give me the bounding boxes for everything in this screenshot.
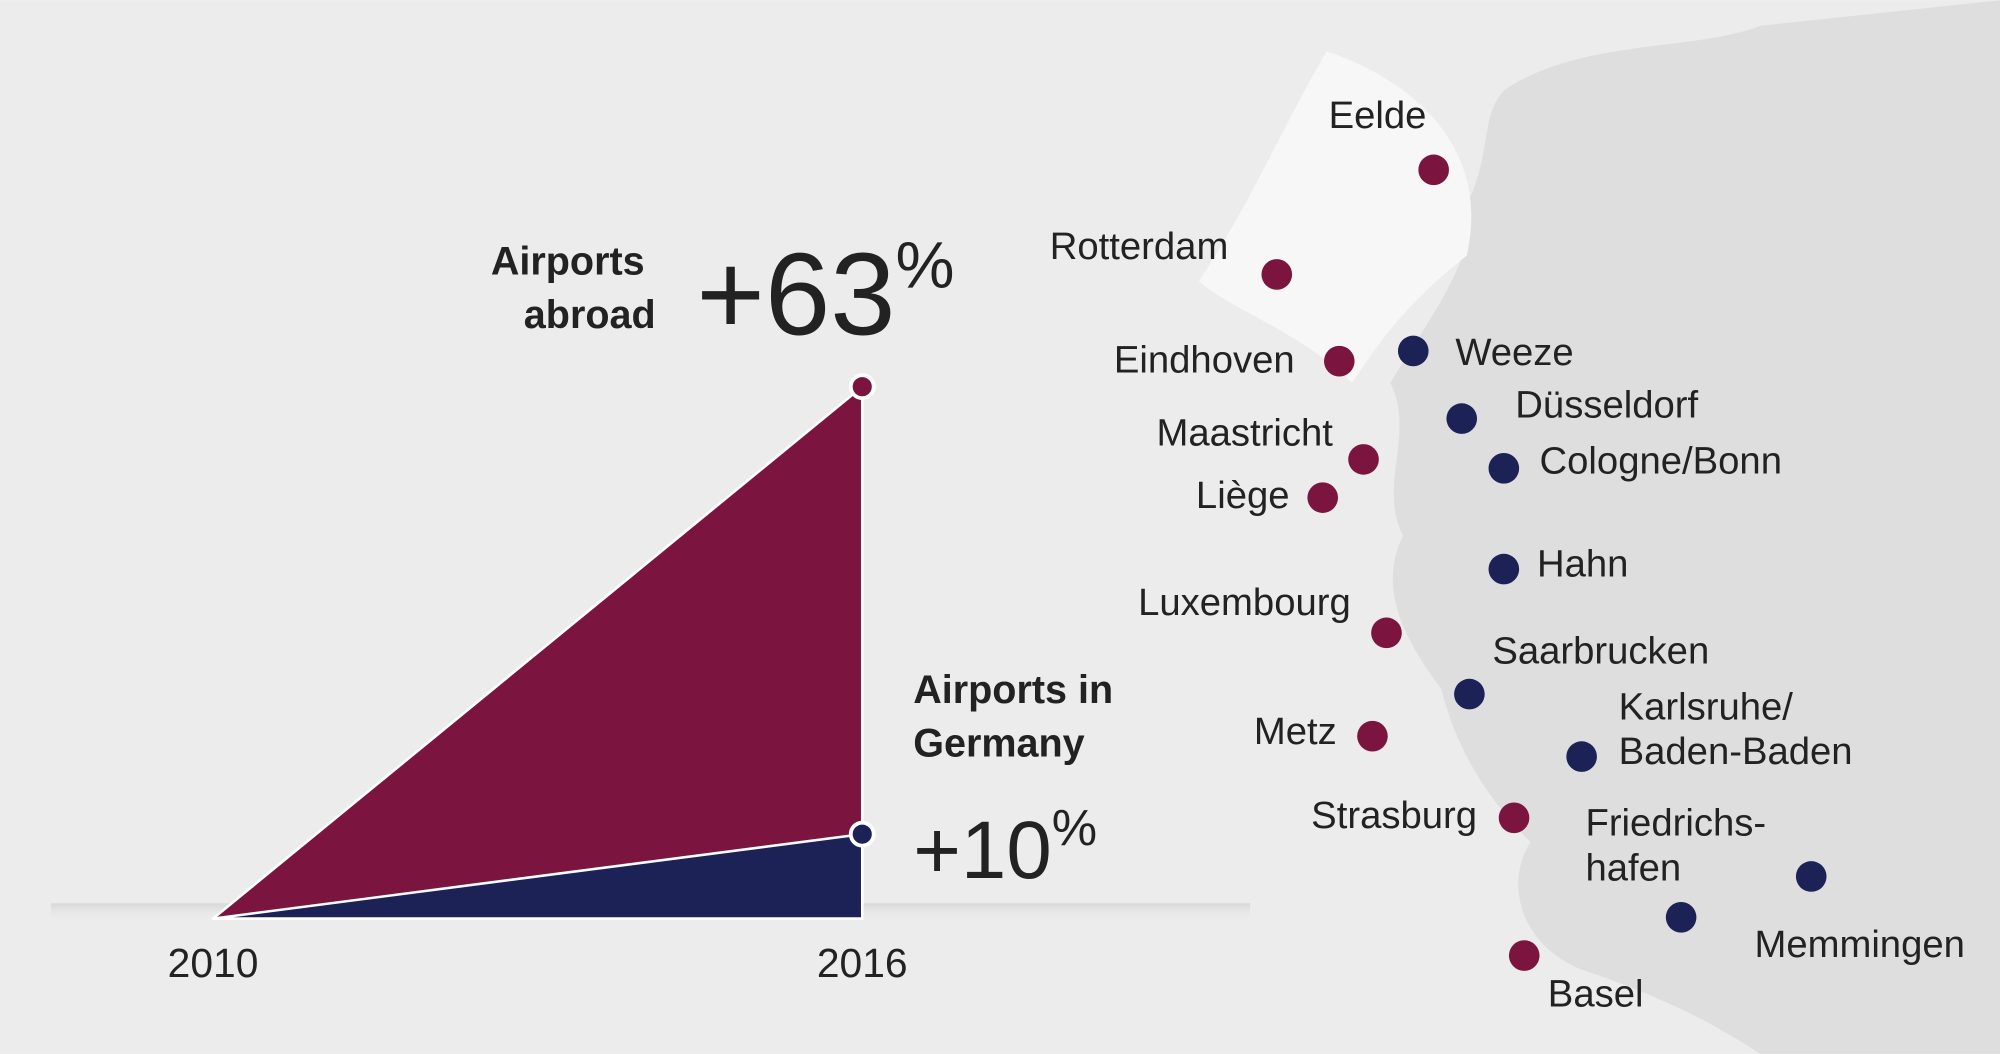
airport-dot — [1488, 553, 1520, 585]
airport-name-line: hafen — [1585, 846, 1681, 889]
airport-label: Strasburg — [1311, 794, 1477, 837]
airport-label: Metz — [1254, 710, 1337, 753]
map-netherlands — [1198, 51, 1472, 383]
airport-label: Saarbrucken — [1492, 629, 1709, 672]
airport-name-line: Friedrichs- — [1585, 802, 1766, 845]
value-label: +10% — [913, 799, 1097, 896]
airport-dot — [1665, 902, 1697, 933]
airport-label: Hahn — [1537, 543, 1628, 586]
end-point — [848, 820, 876, 848]
airport-name-line: Eelde — [1329, 94, 1427, 137]
x-tick-label: 2010 — [168, 940, 259, 986]
airport-name-line: Düsseldorf — [1515, 383, 1698, 426]
airport-name-line: Saarbrucken — [1492, 629, 1709, 672]
airport-name-line: Liège — [1196, 474, 1290, 517]
airport-label: Friedrichs-hafen — [1585, 802, 1766, 890]
airport-label: Eindhoven — [1114, 339, 1295, 382]
map-land — [1390, 0, 2000, 1054]
airport-name-line: Weeze — [1455, 331, 1573, 374]
airport-dot — [1371, 617, 1402, 649]
airport-dot — [1323, 345, 1355, 377]
area — [211, 832, 864, 920]
end-point — [848, 373, 876, 401]
airport-dot — [1348, 444, 1379, 475]
chart: 2010 2016 Airports abroad +63% Airports in G… — [168, 228, 1124, 986]
airport-dot — [1488, 453, 1520, 484]
airport-name-line: Rotterdam — [1050, 225, 1229, 268]
airport-label: Basel — [1548, 973, 1644, 1016]
airport-label: Karlsruhe/Baden-Baden — [1619, 686, 1853, 774]
airport-name-line: Metz — [1254, 710, 1337, 753]
airport-map: Eelde Rotterdam Eindhoven Weeze Düsseldorf Ma… — [1050, 94, 1965, 1016]
airport-dot — [1446, 403, 1478, 434]
airport-dot — [1508, 940, 1540, 971]
airport-label: Rotterdam — [1050, 225, 1229, 268]
airport-name-line: Luxembourg — [1138, 581, 1351, 624]
airport-label: Liège — [1196, 474, 1290, 517]
airport-dot — [1566, 741, 1597, 772]
airport-name-line: Hahn — [1537, 543, 1628, 586]
x-tick-label: 2016 — [817, 940, 908, 986]
airport-label: Maastricht — [1156, 411, 1333, 454]
airport-label: Eelde — [1329, 94, 1427, 137]
airport-name-line: Maastricht — [1156, 411, 1333, 454]
airport-label: Luxembourg — [1138, 581, 1351, 624]
airport-label: Weeze — [1455, 331, 1573, 374]
airport-name-line: Memmingen — [1754, 923, 1964, 966]
airport-dot — [1397, 335, 1429, 367]
airport-label: Memmingen — [1754, 923, 1964, 966]
airport-name-line: Baden-Baden — [1619, 730, 1853, 773]
airport-label: Cologne/Bonn — [1540, 439, 1782, 482]
airport-dot — [1454, 678, 1485, 710]
value-label: +63% — [696, 228, 954, 359]
airport-name-line: Karlsruhe/ — [1619, 686, 1794, 729]
airport-dot — [1261, 259, 1293, 290]
series-name: Airports in Germany — [913, 668, 1124, 766]
series-name: Airports abroad — [491, 239, 656, 337]
airport-dot — [1498, 802, 1530, 834]
airport-dot — [1418, 154, 1449, 186]
airport-dot — [1357, 720, 1388, 752]
airport-name-line: Strasburg — [1311, 794, 1477, 837]
airport-dot — [1795, 861, 1827, 892]
airport-name-line: Basel — [1548, 973, 1644, 1016]
airport-label: Düsseldorf — [1515, 383, 1698, 426]
airport-name-line: Eindhoven — [1114, 339, 1295, 382]
airport-dot — [1307, 482, 1339, 513]
airport-name-line: Cologne/Bonn — [1540, 439, 1782, 482]
